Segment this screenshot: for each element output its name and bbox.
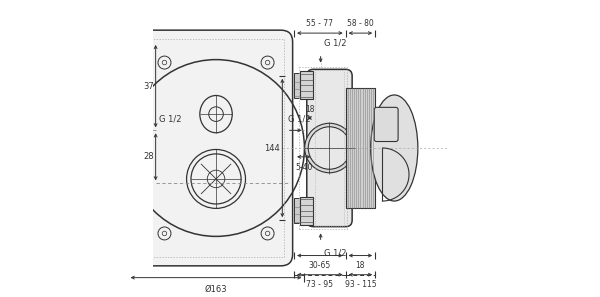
Bar [294, 73, 300, 98]
Text: G 1/2: G 1/2 [158, 115, 181, 124]
Text: 37: 37 [143, 82, 154, 91]
Text: 18: 18 [305, 105, 314, 113]
Text: Ø163: Ø163 [205, 285, 227, 294]
Text: G 1/2: G 1/2 [323, 39, 346, 48]
Text: 28: 28 [143, 152, 154, 161]
FancyBboxPatch shape [139, 30, 293, 266]
Text: 30-65: 30-65 [309, 261, 331, 270]
Bar [300, 197, 313, 225]
Circle shape [305, 123, 354, 173]
Text: 73 - 95: 73 - 95 [307, 280, 334, 289]
Text: 5-40: 5-40 [295, 163, 313, 172]
Text: G 1/2: G 1/2 [288, 115, 311, 124]
Ellipse shape [371, 95, 418, 201]
Text: 58 - 80: 58 - 80 [347, 19, 374, 28]
Text: 144: 144 [264, 143, 280, 152]
Circle shape [308, 127, 350, 169]
Text: 18: 18 [356, 261, 365, 270]
FancyBboxPatch shape [307, 69, 352, 227]
Bar [294, 198, 300, 223]
Bar [346, 88, 375, 208]
Bar [300, 71, 313, 99]
Text: 55 - 77: 55 - 77 [307, 19, 334, 28]
Text: 93 - 115: 93 - 115 [344, 280, 376, 289]
Text: G 1/2: G 1/2 [323, 248, 346, 257]
FancyBboxPatch shape [374, 107, 398, 142]
